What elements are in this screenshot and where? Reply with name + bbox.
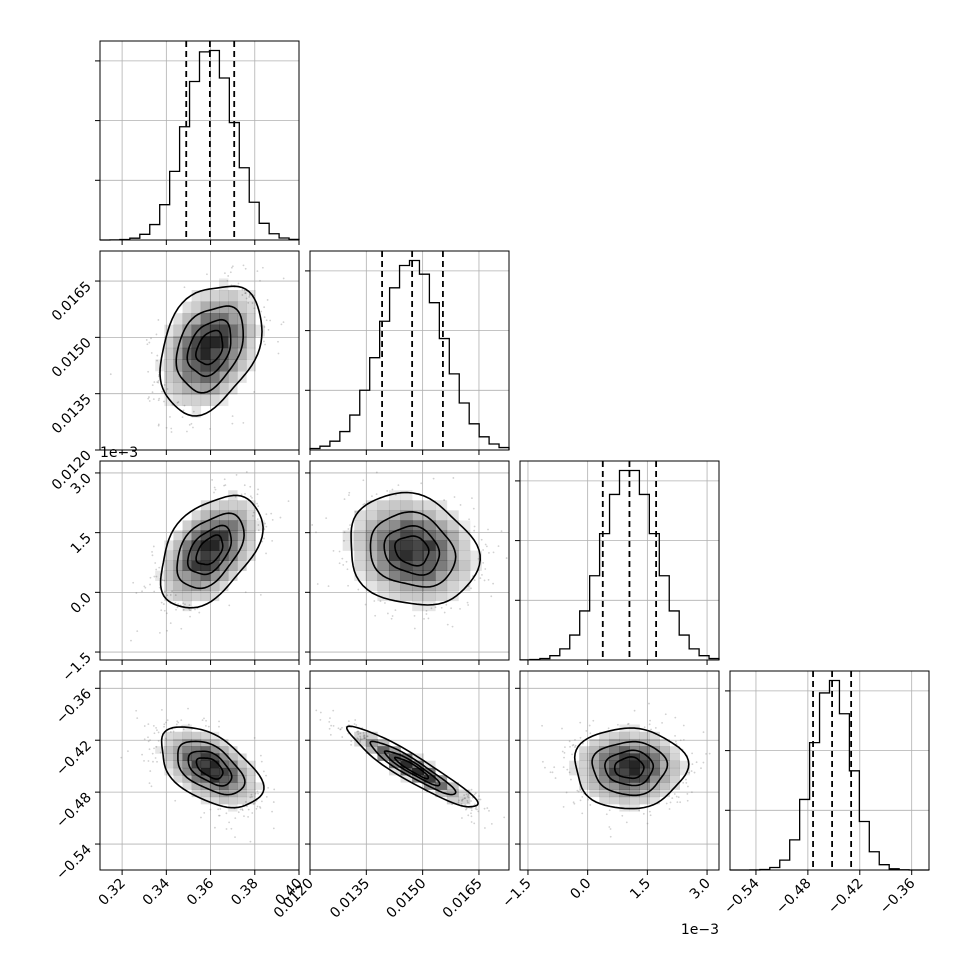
panel-2-2 — [515, 460, 720, 665]
panel-frame — [99, 670, 300, 871]
density-cells-1-0 — [155, 278, 265, 418]
contour-3-2-0 — [573, 727, 690, 810]
panel-frame — [309, 670, 510, 871]
density-cells-2-0 — [155, 490, 265, 612]
x-tick-label-0-1: 0.34 — [140, 875, 173, 908]
x-offset-label-2: 1e−3 — [681, 922, 719, 938]
contour-2-0-3 — [195, 534, 224, 566]
x-tick-label-1-3: 0.0165 — [440, 876, 486, 922]
scatter-points-3-2 — [541, 702, 711, 838]
panel-frame — [99, 250, 300, 451]
x-tick-label-1-2: 0.0150 — [384, 876, 430, 922]
x-tick-label-2-1: 0.0 — [567, 876, 594, 903]
y-tick-label-1-1: 0.0135 — [49, 391, 95, 437]
scatter-points-2-0 — [130, 471, 290, 642]
panel-2-0 — [95, 460, 300, 665]
x-tick-label-2-2: 1.5 — [627, 876, 654, 903]
contour-3-1-2 — [383, 750, 441, 787]
contour-3-2-2 — [604, 749, 655, 787]
x-tick-label-3-0: −0.54 — [721, 875, 763, 917]
y-tick-label-2-0: −1.5 — [59, 650, 94, 685]
panel-2-1 — [305, 460, 510, 665]
x-tick-label-0-0: 0.32 — [96, 876, 129, 909]
density-cells-3-0 — [155, 724, 265, 812]
x-tick-label-0-3: 0.38 — [228, 876, 261, 909]
contour-3-1-1 — [369, 740, 457, 796]
x-tick-label-2-3: 3.0 — [687, 876, 714, 903]
panel-frame — [519, 670, 720, 871]
scatter-points-3-0 — [120, 707, 276, 843]
x-tick-label-2-0: −1.5 — [499, 876, 534, 911]
contour-2-1-1 — [369, 510, 457, 588]
histogram-step-1 — [309, 259, 510, 450]
panel-1-1 — [305, 250, 510, 455]
y-tick-label-1-2: 0.0150 — [49, 335, 95, 381]
y-tick-label-2-1: 0.0 — [68, 590, 95, 617]
panel-1-0 — [95, 250, 300, 455]
contour-3-2-3 — [613, 755, 645, 780]
contour-2-0-2 — [186, 524, 233, 576]
contour-3-0-3 — [195, 757, 224, 780]
y-tick-label-1-3: 0.0165 — [49, 279, 95, 325]
histogram-step-2 — [519, 469, 720, 661]
scatter-points-2-1 — [311, 471, 508, 630]
panel-3-2 — [515, 670, 720, 875]
panel-frame — [309, 250, 510, 451]
panel-0-0 — [95, 40, 300, 245]
panel-3-3 — [725, 670, 930, 875]
contour-3-0-1 — [177, 740, 246, 796]
contour-2-1-2 — [383, 524, 441, 576]
panel-3-0 — [95, 670, 300, 875]
contour-2-0-1 — [176, 512, 245, 590]
histogram-step-3 — [729, 679, 930, 871]
y-tick-label-2-2: 1.5 — [68, 530, 95, 557]
contour-1-0-1 — [175, 305, 244, 394]
y-tick-label-3-0: −0.54 — [53, 841, 95, 883]
x-tick-label-3-1: −0.48 — [773, 876, 815, 918]
x-tick-label-0-2: 0.36 — [184, 875, 217, 908]
contour-3-0-2 — [187, 750, 233, 787]
x-tick-label-3-3: −0.36 — [877, 875, 919, 917]
panel-frame — [519, 460, 720, 661]
contour-3-1-3 — [393, 756, 430, 780]
panel-3-1 — [305, 670, 510, 875]
density-cells-3-1 — [354, 731, 471, 805]
y-tick-label-3-2: −0.42 — [53, 738, 95, 780]
x-tick-label-3-2: −0.42 — [825, 876, 867, 918]
histogram-step-0 — [99, 49, 300, 241]
panel-frame — [99, 460, 300, 661]
contour-2-1-0 — [350, 491, 482, 606]
contour-3-0-0 — [160, 726, 265, 809]
scatter-points-1-0 — [109, 264, 285, 433]
contour-1-0-3 — [194, 329, 224, 366]
y-tick-label-3-1: −0.48 — [53, 790, 95, 832]
contour-3-1-0 — [345, 725, 479, 808]
contour-1-0-2 — [186, 318, 232, 378]
panel-frame — [99, 40, 300, 241]
x-tick-label-1-1: 0.0135 — [327, 876, 373, 922]
y-tick-label-3-3: −0.36 — [53, 686, 95, 728]
contour-2-0-0 — [159, 494, 264, 609]
y-offset-label-2: 1e−3 — [100, 445, 138, 461]
contour-2-1-3 — [394, 535, 430, 567]
panel-frame — [729, 670, 930, 871]
contour-1-0-0 — [159, 285, 263, 417]
contour-3-2-1 — [591, 740, 669, 797]
panel-frame — [309, 460, 510, 661]
